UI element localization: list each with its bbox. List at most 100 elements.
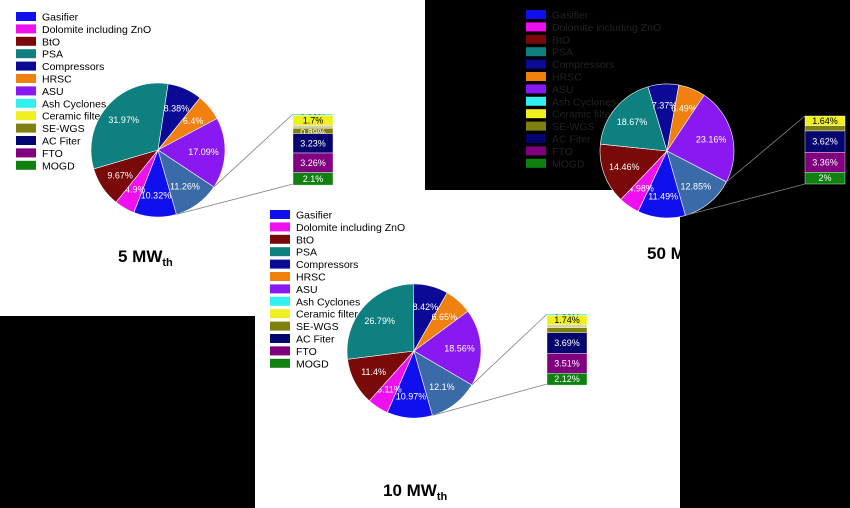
legend-label: HRSC — [296, 272, 326, 284]
pie-slice — [666, 94, 735, 183]
connector-line — [213, 113, 294, 188]
breakdown-segment — [546, 324, 588, 328]
pie-slice — [346, 283, 415, 360]
legend-swatch — [270, 247, 290, 257]
legend-label: PSA — [42, 49, 63, 61]
legend-label: BtO — [552, 34, 570, 46]
legend-swatch — [526, 96, 546, 106]
connector-line — [176, 183, 294, 215]
slice-label: 6.4% — [183, 116, 204, 126]
connector-line — [471, 313, 548, 386]
legend-label: Gasifier — [296, 210, 333, 222]
legend-swatch — [270, 210, 290, 219]
breakdown-label: 0.89% — [300, 127, 326, 137]
legend-label: Compressors — [296, 259, 358, 271]
legend-swatch — [270, 272, 290, 281]
slice-label: 12.1% — [429, 382, 455, 392]
legend-swatch — [526, 59, 546, 69]
breakdown-label: 2% — [818, 173, 831, 183]
legend-swatch — [16, 148, 36, 158]
background-block-right — [680, 190, 850, 508]
legend-swatch — [526, 47, 546, 57]
slice-label: 5.11% — [377, 384, 402, 394]
legend-swatch — [270, 296, 290, 306]
legend-swatch — [270, 346, 290, 356]
legend-label: HRSC — [552, 72, 582, 84]
legend-label: Ceramic filter — [552, 109, 614, 121]
legend-label: ASU — [42, 86, 64, 98]
connector-line — [432, 383, 548, 416]
legend-swatch — [526, 158, 546, 168]
legend-label: Dolomite including ZnO — [296, 222, 405, 234]
legend-swatch — [16, 111, 36, 121]
legend-label: FTO — [552, 146, 573, 158]
chart-title: 50 M — [647, 244, 685, 263]
legend-label: MOGD — [296, 358, 329, 370]
connector-line — [685, 183, 806, 216]
breakdown-label: 1.74% — [554, 315, 580, 325]
slice-label: 10.97% — [396, 391, 427, 401]
legend-label: MOGD — [42, 160, 75, 172]
slice-label: 17.09% — [188, 147, 219, 157]
breakdown-segment — [546, 372, 588, 386]
legend-swatch — [16, 24, 36, 34]
chart-title: 10 MWth — [383, 481, 448, 503]
background-block-bottom-left — [0, 316, 255, 508]
slice-label: 26.79% — [364, 316, 395, 326]
slice-label: 8.38% — [164, 103, 190, 113]
legend-label: PSA — [552, 47, 573, 59]
slice-label: 12.85% — [681, 181, 712, 191]
legend-label: AC Fiter — [552, 134, 591, 146]
slice-label: 14.46% — [609, 162, 640, 172]
slice-label: 11.49% — [648, 191, 678, 201]
breakdown-label: 3.69% — [554, 338, 580, 348]
breakdown-label: 3.26% — [300, 158, 326, 168]
legend-swatch — [270, 309, 290, 319]
legend-label: ASU — [296, 284, 318, 296]
slice-label: 4.98% — [628, 184, 654, 194]
legend-swatch — [270, 334, 290, 343]
legend-label: Ash Cyclones — [296, 296, 360, 308]
legend-swatch — [16, 86, 36, 96]
legend-label: Dolomite including ZnO — [552, 22, 661, 34]
slice-label: 10.32% — [141, 191, 172, 201]
legend-label: MOGD — [552, 158, 585, 170]
legend-swatch — [270, 358, 290, 368]
slice-label: 6.49% — [671, 104, 697, 114]
legend-label: Ash Cyclones — [42, 98, 106, 110]
legend-swatch — [270, 284, 290, 294]
legend-label: AC Fiter — [296, 334, 335, 346]
legend-swatch — [270, 222, 290, 232]
legend-label: HRSC — [42, 74, 72, 86]
slice-label: 7.37% — [652, 101, 678, 111]
breakdown-segment — [546, 327, 588, 334]
legend-swatch — [16, 123, 36, 133]
legend-label: Ash Cyclones — [552, 96, 616, 108]
breakdown-label: 3.36% — [812, 157, 838, 167]
legend-label: Ceramic filter — [296, 309, 358, 321]
pie-slice — [599, 143, 668, 200]
breakdown-label: 3.51% — [554, 358, 580, 368]
legend-swatch — [16, 160, 36, 170]
legend-swatch — [16, 136, 36, 145]
slice-label: 4.9% — [125, 184, 146, 194]
legend-label: Dolomite including ZnO — [42, 24, 151, 36]
legend-swatch — [16, 98, 36, 108]
connector-line — [726, 115, 806, 183]
legend-label: BtO — [42, 36, 60, 48]
legend-swatch — [16, 61, 36, 71]
breakdown-label: 1.64% — [812, 116, 838, 126]
legend-swatch — [270, 234, 290, 244]
legend-label: Ceramic filter — [42, 111, 104, 123]
legend-label: BtO — [296, 234, 314, 246]
slice-label: 8.42% — [413, 302, 439, 312]
legend-swatch — [526, 34, 546, 44]
slice-label: 23.16% — [696, 135, 727, 145]
legend-swatch — [16, 74, 36, 83]
pie-slice — [413, 310, 482, 386]
slice-label: 11.4% — [361, 367, 386, 377]
legend-label: FTO — [42, 148, 63, 160]
breakdown-segment — [804, 125, 846, 132]
